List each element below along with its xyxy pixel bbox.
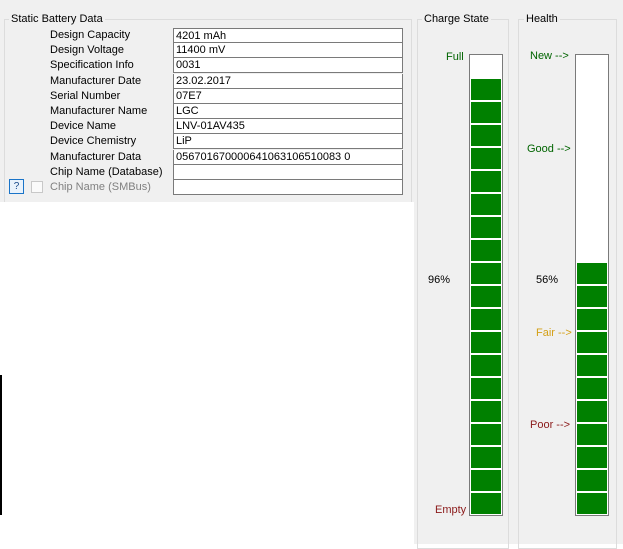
help-button[interactable]: ?	[9, 179, 24, 194]
bar-segment	[471, 470, 501, 491]
bar-segment	[471, 263, 501, 284]
bar-segment	[471, 355, 501, 376]
row-value	[173, 165, 403, 180]
health-new-label: New -->	[530, 50, 569, 62]
row-value: 07E7	[173, 89, 403, 104]
row-value: 11400 mV	[173, 43, 403, 58]
row-label: Manufacturer Date	[50, 75, 142, 87]
charge-bar	[469, 54, 503, 516]
bar-segment	[577, 424, 607, 445]
row-label: Chip Name (Database)	[50, 166, 163, 178]
bar-segment	[471, 493, 501, 514]
bar-segment	[471, 240, 501, 261]
bar-segment	[577, 470, 607, 491]
health-title: Health	[524, 13, 560, 25]
bar-segment	[471, 217, 501, 238]
bar-segment	[577, 263, 607, 284]
bar-segment	[577, 355, 607, 376]
bar-segment	[577, 447, 607, 468]
row-value: LiP	[173, 134, 403, 149]
health-percent: 56%	[536, 274, 559, 286]
health-bar-fill	[576, 55, 608, 515]
bar-segment	[471, 102, 501, 123]
charge-bar-fill	[470, 55, 502, 515]
row-label: Manufacturer Name	[50, 105, 148, 117]
health-poor-label: Poor -->	[530, 419, 571, 431]
row-value: 23.02.2017	[173, 74, 403, 89]
bar-segment	[471, 171, 501, 192]
bar-segment	[471, 401, 501, 422]
bar-segment	[577, 493, 607, 514]
bar-segment	[471, 424, 501, 445]
bar-segment	[577, 286, 607, 307]
row-label: Device Chemistry	[50, 135, 137, 147]
row-label: Manufacturer Data	[50, 151, 142, 163]
smbus-checkbox[interactable]	[31, 181, 43, 193]
bar-segment	[471, 125, 501, 146]
row-label: Design Capacity	[50, 29, 131, 41]
bar-segment	[577, 401, 607, 422]
bar-segment	[471, 148, 501, 169]
bar-segment	[577, 378, 607, 399]
bar-segment	[471, 286, 501, 307]
bar-segment	[471, 332, 501, 353]
bar-segment	[471, 378, 501, 399]
bar-segment	[471, 194, 501, 215]
bar-segment	[471, 309, 501, 330]
charge-percent: 96%	[428, 274, 451, 286]
health-good-label: Good -->	[527, 143, 571, 155]
row-label: Design Voltage	[50, 44, 124, 56]
row-value: 0031	[173, 58, 403, 73]
bar-segment	[471, 447, 501, 468]
bar-segment	[471, 79, 501, 100]
row-value	[173, 180, 403, 195]
row-value: 4201 mAh	[173, 28, 403, 43]
row-value: 056701670000641063106510083 0	[173, 150, 403, 165]
row-value: LGC	[173, 104, 403, 119]
charge-full-label: Full	[446, 51, 464, 63]
row-label: Chip Name (SMBus)	[50, 181, 151, 193]
bar-segment	[577, 309, 607, 330]
charge-title: Charge State	[422, 13, 491, 25]
window-edge	[0, 375, 2, 515]
health-fair-label: Fair -->	[536, 327, 572, 339]
row-value: LNV-01AV435	[173, 119, 403, 134]
row-label: Serial Number	[50, 90, 121, 102]
row-label: Specification Info	[50, 59, 134, 71]
row-label: Device Name	[50, 120, 117, 132]
charge-empty-label: Empty	[435, 504, 467, 516]
bar-segment	[577, 332, 607, 353]
static-data-groupbox	[4, 19, 412, 202]
static-data-title: Static Battery Data	[9, 13, 105, 25]
health-bar	[575, 54, 609, 516]
